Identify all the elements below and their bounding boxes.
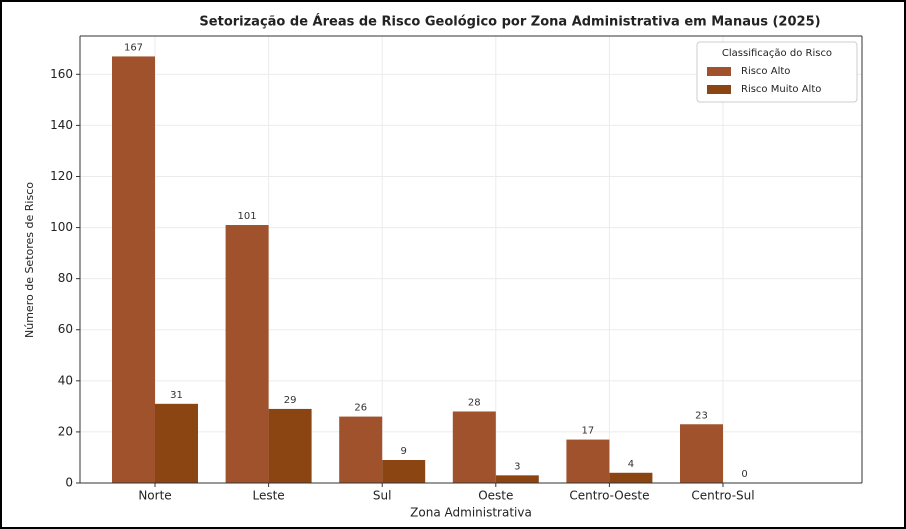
bar [609,472,653,483]
bar [680,424,723,483]
y-tick-label: 100 [50,220,73,234]
y-tick-label: 60 [58,322,73,336]
y-tick-label: 0 [65,476,73,490]
y-tick-label: 160 [50,67,73,81]
x-tick-label: Centro-Oeste [569,489,649,503]
legend-label: Risco Muito Alto [741,84,821,95]
legend-box [696,41,858,103]
bar [155,403,198,483]
x-tick-label: Norte [138,489,171,503]
bar [225,225,269,483]
value-label: 17 [582,426,595,437]
y-tick-label: 40 [58,373,73,387]
bar [268,408,312,483]
y-tick-label: 140 [50,118,73,132]
value-label: 28 [468,397,481,408]
value-label: 31 [170,390,183,401]
legend-title: Classificação do Risco [722,48,832,59]
chart-title: Setorização de Áreas de Risco Geológico … [199,14,820,30]
bar [382,460,426,483]
legend-label: Risco Alto [741,66,790,77]
x-tick-label: Oeste [478,489,513,503]
value-label: 26 [354,403,367,414]
value-label: 167 [124,42,143,53]
bar [566,439,610,483]
bar [112,56,155,483]
value-label: 0 [741,469,747,480]
bar [495,475,539,483]
value-label: 3 [514,461,520,472]
y-tick-label: 20 [58,424,73,438]
value-label: 4 [628,459,634,470]
y-tick-label: 80 [58,271,73,285]
value-label: 9 [401,446,407,457]
x-tick-label: Sul [373,489,392,503]
x-axis-label: Zona Administrativa [410,506,532,520]
x-tick-label: Leste [252,489,284,503]
value-label: 23 [695,410,708,421]
value-label: 29 [284,395,297,406]
y-axis-label: Número de Setores de Risco [23,182,36,338]
bar [339,416,383,483]
value-label: 101 [238,211,257,222]
legend-swatch [707,85,731,94]
y-tick-label: 120 [50,169,73,183]
bar [452,411,496,483]
legend-swatch [707,67,731,76]
x-tick-label: Centro-Sul [691,489,754,503]
